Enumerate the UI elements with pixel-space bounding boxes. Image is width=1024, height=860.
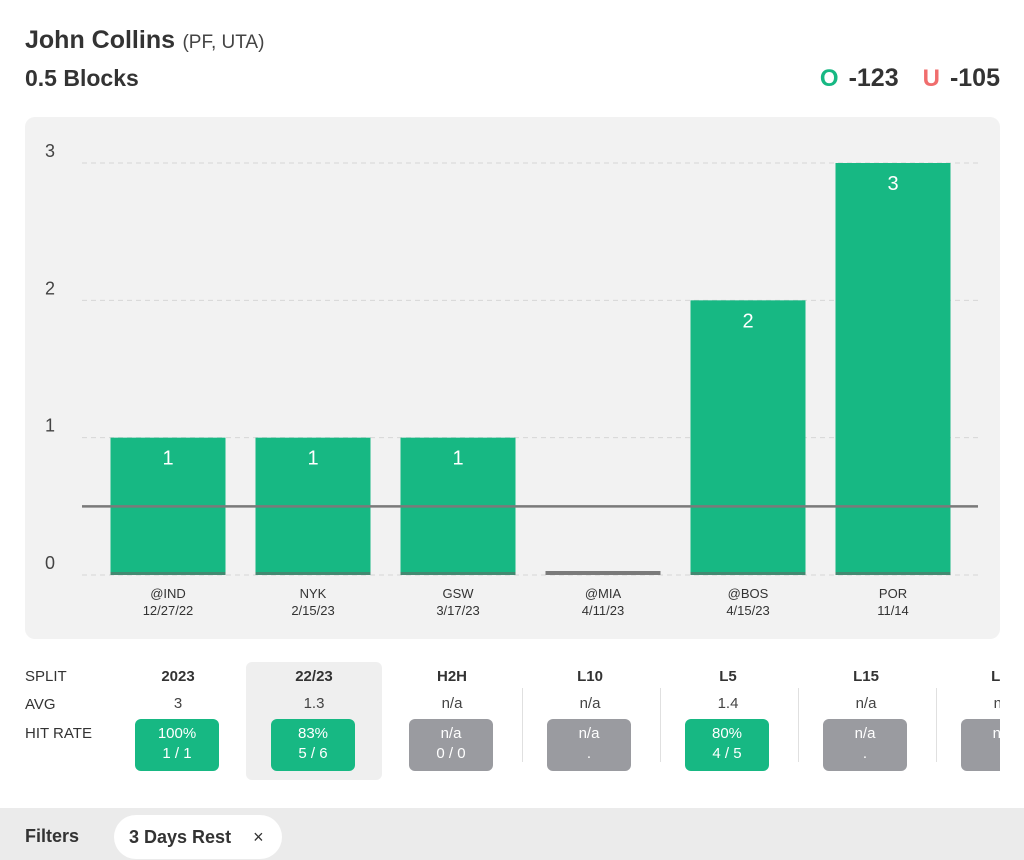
split-avg: n/a	[579, 695, 601, 712]
split-column-4[interactable]: L5 1.4 80% 4 / 5	[660, 662, 796, 780]
filter-chip-label: 3 Days Rest	[129, 826, 232, 847]
hit-rate-badge: n/a 0 / 0	[409, 719, 493, 771]
split-avg: 1.3	[303, 695, 325, 712]
bar-baseline	[110, 572, 226, 575]
bar-zero-marker	[545, 571, 661, 575]
bar-value-label: 2	[742, 310, 753, 332]
hit-rate-fraction: 0 / 0	[436, 745, 466, 762]
hit-rate-row-label: HIT RATE	[25, 725, 92, 742]
bar	[835, 163, 951, 575]
hit-rate-badge: n/a.	[961, 719, 1000, 771]
under-odds[interactable]: -105	[949, 64, 1000, 92]
filter-chip-rest[interactable]: 3 Days Rest ×	[114, 815, 282, 859]
column-divider	[522, 688, 523, 762]
hit-rate-badge: n/a.	[547, 719, 631, 771]
filters-label: Filters	[25, 826, 80, 846]
hit-rate-badge: n/a.	[823, 719, 907, 771]
x-tick-label: @BOS	[728, 586, 769, 601]
hit-rate-badge: 80% 4 / 5	[685, 719, 769, 771]
odds-display: O -123 U -105	[820, 64, 1000, 93]
split-column-3[interactable]: L10 n/a n/a.	[522, 662, 658, 780]
split-label: L10	[577, 668, 603, 685]
split-column-5[interactable]: L15 n/a n/a.	[798, 662, 934, 780]
x-date-label: 11/14	[877, 603, 909, 618]
filters-bar: Filters 3 Days Rest ×	[0, 808, 1024, 860]
hit-rate-fraction: 1 / 1	[162, 745, 192, 762]
x-date-label: 4/15/23	[726, 603, 769, 618]
prop-line-title: 0.5 Blocks	[25, 65, 139, 91]
under-icon: U	[922, 64, 940, 92]
player-name: John Collins	[25, 26, 175, 54]
hit-rate-fraction: .	[586, 745, 592, 762]
x-tick-label: @MIA	[585, 586, 622, 601]
x-tick-label: NYK	[300, 586, 327, 601]
hit-rate-percent: n/a	[854, 725, 876, 742]
split-avg: 1.4	[717, 695, 739, 712]
split-column-6[interactable]: L30n/an/a.	[936, 662, 1000, 780]
split-avg: n/a	[855, 695, 877, 712]
hit-rate-percent: 100%	[157, 725, 197, 742]
split-column-2[interactable]: H2H n/a n/a 0 / 0	[384, 662, 520, 780]
bar-baseline	[400, 572, 516, 575]
over-icon: O	[819, 64, 839, 92]
hit-rate-percent: 83%	[297, 725, 329, 742]
splits-table: SPLIT AVG HIT RATE 2023 3 100% 1 / 1 22/23 1.…	[25, 660, 1000, 785]
game-log-chart: 0 1 2 3 1 @IND 12/27/22 1 NYK 2/15/23 1 GSW 3/17/23 @…	[25, 117, 1000, 639]
bar-baseline	[690, 572, 806, 575]
bar-baseline	[835, 572, 951, 575]
split-label: 2023	[161, 668, 195, 685]
hit-rate-fraction: .	[862, 745, 868, 762]
split-label: L30	[991, 668, 1000, 685]
x-date-label: 12/27/22	[143, 603, 194, 618]
bar	[690, 300, 806, 575]
split-column-0[interactable]: 2023 3 100% 1 / 1	[110, 662, 246, 780]
split-label: 22/23	[295, 668, 333, 685]
split-avg: 3	[173, 695, 183, 712]
over-odds[interactable]: -123	[848, 64, 899, 92]
hit-rate-percent: n/a	[992, 725, 1000, 742]
bar-value-label: 1	[452, 448, 463, 470]
player-title: John Collins (PF, UTA)	[25, 26, 264, 55]
split-avg: n/a	[441, 695, 463, 712]
bar-chart: 0 1 2 3 1 @IND 12/27/22 1 NYK 2/15/23 1 GSW 3/17/23 @…	[45, 141, 978, 618]
hit-rate-percent: 80%	[711, 725, 743, 742]
split-avg: n/a	[993, 695, 1000, 712]
split-row-label: SPLIT	[25, 668, 67, 685]
split-label: L15	[853, 668, 879, 685]
split-label: L5	[719, 668, 737, 685]
column-divider	[936, 688, 937, 762]
hit-rate-percent: n/a	[578, 725, 600, 742]
x-date-label: 3/17/23	[436, 603, 479, 618]
column-divider	[798, 688, 799, 762]
hit-rate-badge: 100% 1 / 1	[135, 719, 219, 771]
y-tick-label: 0	[45, 553, 55, 573]
bar-value-label: 3	[887, 173, 898, 195]
y-tick-label: 3	[45, 141, 55, 161]
hit-rate-badge: 83% 5 / 6	[271, 719, 355, 771]
hit-rate-fraction: .	[961, 744, 1000, 764]
hit-rate-fraction: 4 / 5	[712, 745, 742, 762]
column-divider	[660, 688, 661, 762]
hit-rate-fraction: 5 / 6	[298, 745, 328, 762]
prop-header: John Collins (PF, UTA) 0.5 Blocks O -123…	[25, 26, 1000, 96]
bar-baseline	[255, 572, 371, 575]
hit-rate-percent: n/a	[440, 725, 462, 742]
close-icon[interactable]: ×	[253, 826, 264, 847]
x-tick-label: GSW	[442, 586, 474, 601]
player-position-team: (PF, UTA)	[182, 32, 265, 53]
split-column-1[interactable]: 22/23 1.3 83% 5 / 6	[246, 662, 382, 780]
x-tick-label: @IND	[150, 586, 186, 601]
avg-row-label: AVG	[25, 696, 56, 713]
x-tick-label: POR	[879, 586, 907, 601]
bar-value-label: 1	[162, 448, 173, 470]
y-tick-label: 1	[45, 416, 55, 436]
x-date-label: 4/11/23	[582, 603, 624, 618]
bar-value-label: 1	[307, 448, 318, 470]
x-date-label: 2/15/23	[291, 603, 334, 618]
y-tick-label: 2	[45, 278, 55, 298]
split-label: H2H	[436, 668, 467, 685]
